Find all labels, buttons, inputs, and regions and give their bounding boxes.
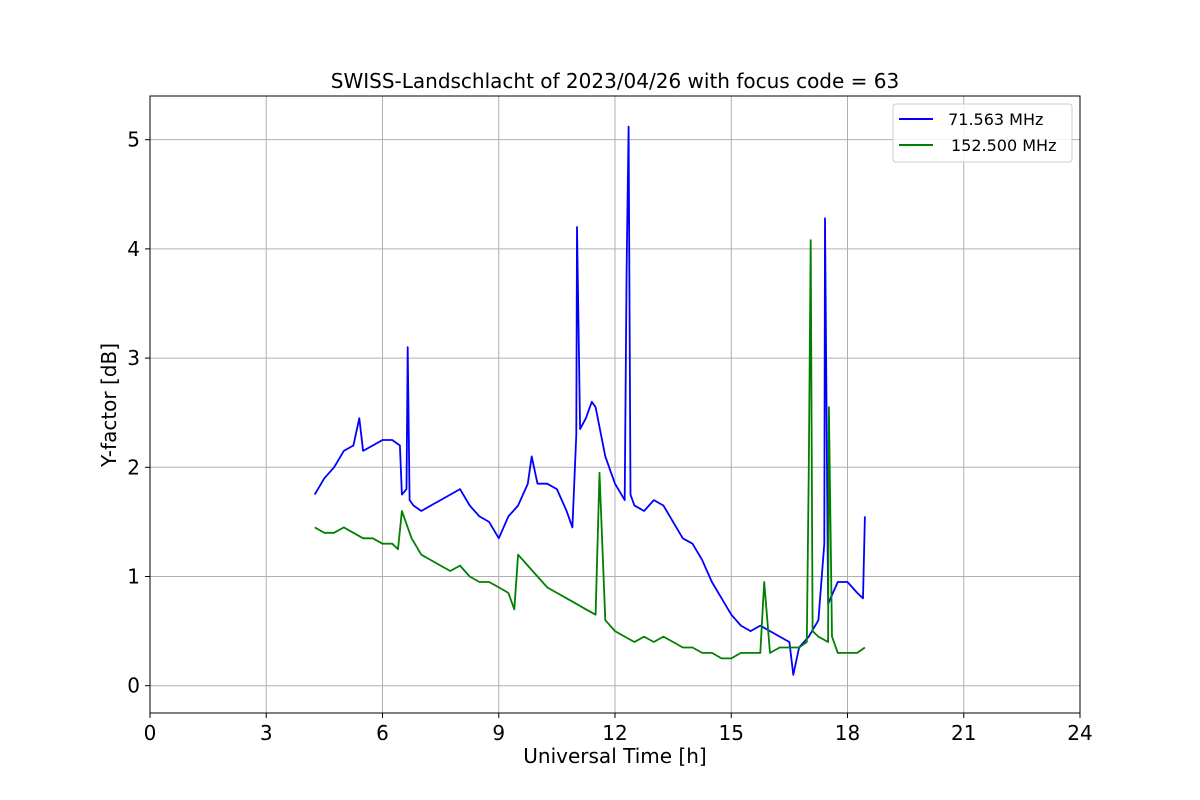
chart-title: SWISS-Landschlacht of 2023/04/26 with fo… (331, 69, 899, 93)
x-tick-label: 3 (260, 721, 273, 745)
x-tick-label: 0 (144, 721, 157, 745)
y-tick-label: 5 (127, 128, 140, 152)
x-tick-label: 21 (951, 721, 976, 745)
x-tick-label: 15 (719, 721, 744, 745)
series-layer (313, 125, 866, 676)
y-tick-label: 4 (127, 237, 140, 261)
x-axis-ticks: 0 3 6 9 12 15 18 21 24 (144, 713, 1093, 745)
y-tick-label: 0 (127, 674, 140, 698)
x-axis-label: Universal Time [h] (523, 744, 706, 768)
y-tick-label: 2 (127, 455, 140, 479)
x-tick-label: 12 (602, 721, 627, 745)
x-tick-label: 24 (1067, 721, 1092, 745)
x-tick-label: 9 (492, 721, 505, 745)
legend-label-152mhz: 152.500 MHz (951, 136, 1056, 155)
y-tick-label: 3 (127, 346, 140, 370)
x-tick-label: 18 (835, 721, 860, 745)
series-line-1 (314, 239, 866, 660)
x-tick-label: 6 (376, 721, 389, 745)
y-axis-ticks: 0 1 2 3 4 5 (127, 128, 150, 698)
legend: 71.563 MHz 152.500 MHz (892, 103, 1073, 163)
legend-label-71mhz: 71.563 MHz (943, 110, 1043, 129)
y-axis-label: Y-factor [dB] (97, 343, 121, 468)
series-line-0 (313, 125, 866, 676)
y-tick-label: 1 (127, 564, 140, 588)
grid (149, 96, 1081, 713)
legend-box (892, 103, 1073, 163)
